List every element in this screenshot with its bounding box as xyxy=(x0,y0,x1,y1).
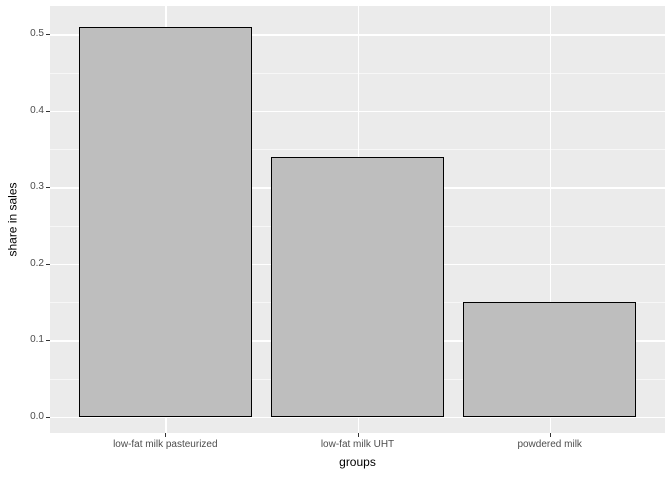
x-tick-mark xyxy=(165,433,167,437)
y-tick-label: 0.0 xyxy=(30,410,44,422)
x-axis-title: groups xyxy=(339,455,376,469)
y-tick-label: 0.2 xyxy=(30,257,44,269)
y-tick-mark xyxy=(46,263,50,265)
y-tick-label: 0.5 xyxy=(30,28,44,40)
x-tick-label: powdered milk xyxy=(517,439,582,450)
y-tick-mark xyxy=(46,416,50,418)
y-tick-label: 0.3 xyxy=(30,181,44,193)
y-tick-mark xyxy=(46,110,50,112)
y-tick-mark xyxy=(46,340,50,342)
bar xyxy=(78,26,252,417)
y-tick-mark xyxy=(46,187,50,189)
y-tick-label: 0.4 xyxy=(30,104,44,116)
bar xyxy=(271,156,444,417)
plot-panel xyxy=(50,6,665,433)
x-tick-label: low-fat milk pasteurized xyxy=(113,439,218,450)
y-tick-label: 0.1 xyxy=(30,334,44,346)
y-tick-mark xyxy=(46,34,50,36)
bar xyxy=(463,302,637,417)
x-tick-mark xyxy=(549,433,551,437)
x-tick-label: low-fat milk UHT xyxy=(320,439,395,450)
x-tick-mark xyxy=(357,433,359,437)
gridline-category xyxy=(549,6,551,433)
